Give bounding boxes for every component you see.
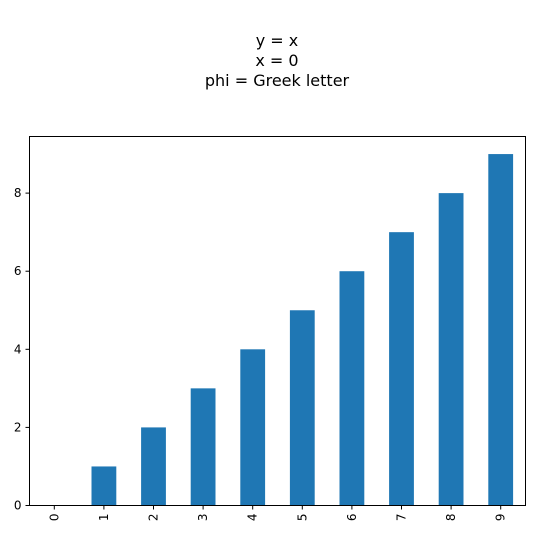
y-tick-label: 8 — [14, 186, 22, 200]
bar-4 — [240, 349, 266, 506]
title-line-1: y = x — [256, 31, 299, 50]
bar-6 — [339, 271, 365, 506]
x-tick-label: 7 — [395, 514, 409, 522]
bars-group — [91, 154, 514, 506]
bar-5 — [289, 310, 315, 506]
x-tick-label: 2 — [147, 514, 161, 522]
x-tick-label: 0 — [47, 514, 61, 522]
x-tick-label: 8 — [444, 514, 458, 522]
x-axis: 0 1 2 3 4 5 6 7 8 9 — [47, 505, 508, 522]
x-tick-label: 4 — [246, 514, 260, 522]
y-tick-label: 4 — [14, 342, 22, 356]
bar-3 — [190, 388, 216, 506]
bar-7 — [389, 232, 414, 506]
x-tick-label: 3 — [196, 514, 210, 522]
x-tick-label: 6 — [345, 514, 359, 522]
y-tick-label: 2 — [14, 420, 22, 434]
y-tick-label: 0 — [14, 499, 22, 513]
bar-1 — [91, 466, 117, 506]
x-tick-label: 5 — [295, 514, 309, 522]
x-tick-label: 9 — [494, 514, 508, 522]
bar-9 — [488, 154, 514, 506]
x-tick-label: 1 — [97, 514, 111, 522]
chart-title: y = x x = 0 phi = Greek letter — [205, 31, 350, 90]
plot-frame — [29, 136, 526, 506]
y-axis: 0 2 4 6 8 — [14, 186, 30, 513]
title-line-2: x = 0 — [255, 51, 298, 70]
bar-2 — [141, 427, 166, 506]
title-line-3: phi = Greek letter — [205, 71, 350, 90]
y-tick-label: 6 — [14, 264, 22, 278]
bar-8 — [438, 193, 464, 506]
